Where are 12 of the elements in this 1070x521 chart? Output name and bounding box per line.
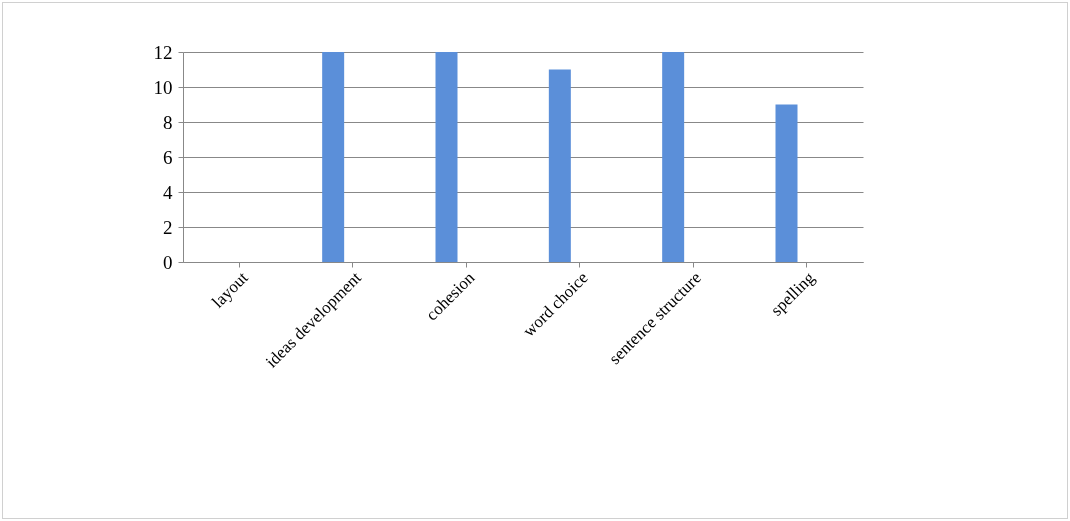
bar — [662, 52, 685, 262]
y-tick-label: 8 — [163, 111, 173, 133]
y-tick-label: 4 — [163, 181, 173, 203]
bar — [322, 52, 345, 262]
y-tick-label: 0 — [163, 251, 173, 273]
y-tick-label: 6 — [163, 146, 173, 168]
bar — [548, 69, 571, 262]
bar — [775, 104, 798, 262]
y-tick-label: 10 — [153, 76, 173, 98]
y-tick-label: 2 — [163, 216, 173, 238]
bar — [435, 52, 458, 262]
y-tick-label: 12 — [153, 41, 173, 63]
